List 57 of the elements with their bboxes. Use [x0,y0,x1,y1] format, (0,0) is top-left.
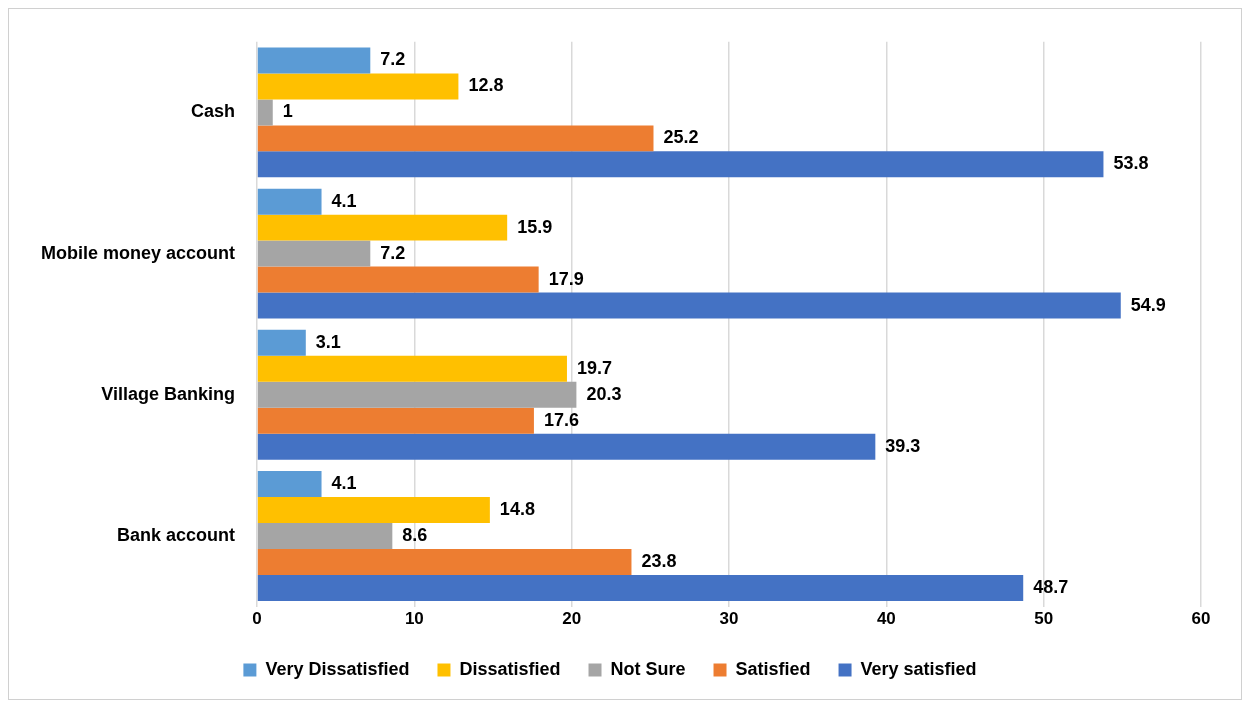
data-label: 17.9 [548,268,584,289]
bar [257,73,459,100]
bar [257,381,577,408]
bar [257,574,1024,601]
bar [257,497,490,524]
frame: Very Dissatisfied Dissatisfied Not Sure Satisfied Very satisfied 0 10 20 30 40 50 60 Cash Mobile money account Village Banking Bank account 7.2 4.1 3.1 4.1 12.8 15.9 19.7 14.8 1 7.2 20.3 8.6 25.2 17.9 17.6 23.8 53.8 54.9 39.3 48.7 [8,8,1242,700]
y-tick-label: Cash [191,101,236,122]
x-tick-label: 20 [562,609,582,629]
bar [257,292,1121,319]
data-label: 12.8 [468,75,504,96]
data-label: 1 [282,101,293,122]
data-label: 14.8 [499,498,535,519]
data-label: 7.2 [380,242,406,263]
bar [257,151,1104,178]
bar [257,240,371,267]
x-tick-label: 30 [719,609,739,629]
data-label: 54.9 [1130,294,1166,315]
legend-label: Satisfied [735,658,811,679]
bar [257,523,393,549]
bar [257,214,508,241]
data-label: 20.3 [586,383,622,404]
legend-label: Very satisfied [860,658,977,679]
bar [257,47,371,74]
bar [257,329,306,356]
data-label: 53.8 [1113,153,1149,174]
data-label: 4.1 [331,190,357,211]
data-label: 4.1 [331,473,357,494]
x-tick-label: 50 [1034,609,1054,629]
data-label: 8.6 [402,524,428,545]
data-label: 25.2 [663,127,699,148]
data-label: 15.9 [517,216,553,237]
legend-label: Very Dissatisfied [265,658,410,679]
bar [257,407,534,434]
x-tick-label: 60 [1191,609,1211,629]
bar [257,433,876,460]
x-tick-label: 10 [404,609,424,629]
bar [257,548,632,575]
data-label: 7.2 [380,49,406,70]
legend-label: Dissatisfied [459,658,561,679]
bar [257,471,322,498]
bar [257,266,539,293]
legend-label: Not Sure [610,658,686,679]
y-tick-label: Village Banking [101,383,236,404]
y-tick-label: Mobile money account [41,242,236,263]
data-label: 39.3 [885,435,921,456]
data-label: 3.1 [315,331,341,352]
bar [257,125,654,152]
bar [257,188,322,215]
data-label: 17.6 [543,409,579,430]
y-tick-label: Bank account [117,524,236,545]
x-tick-label: 0 [252,609,262,629]
data-label: 19.7 [576,357,613,378]
data-label: 23.8 [641,550,677,571]
data-label: 48.7 [1033,576,1069,597]
bar [257,355,567,382]
bar [257,99,273,126]
x-tick-label: 40 [876,609,896,629]
